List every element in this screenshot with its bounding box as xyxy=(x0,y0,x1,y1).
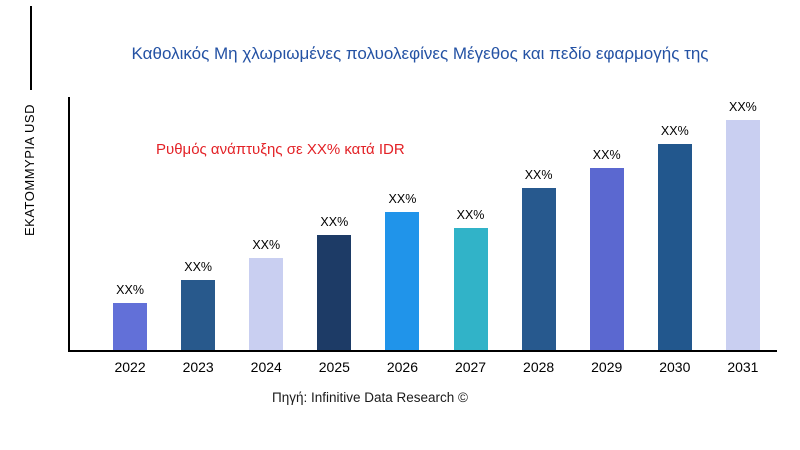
bar-2026 xyxy=(385,212,420,350)
x-tick-2029: 2029 xyxy=(591,359,623,375)
bar-value-label-2023: XX% xyxy=(184,260,213,274)
plot-area: Ρυθμός ανάπτυξης σε XX% κατά IDR XX% 2022… xyxy=(68,97,777,375)
x-tick-2023: 2023 xyxy=(182,359,214,375)
bar-2028 xyxy=(521,188,556,350)
bar-value-label-2029: XX% xyxy=(592,148,621,162)
bar-group-2031: XX% 2031 xyxy=(709,97,777,375)
bar-group-2030: XX% 2030 xyxy=(641,97,709,375)
growth-rate-annotation: Ρυθμός ανάπτυξης σε XX% κατά IDR xyxy=(156,141,405,158)
bar-value-label-2028: XX% xyxy=(524,168,553,182)
bar-2022 xyxy=(113,303,148,350)
source-text: Πηγή: Infinitive Data Research © xyxy=(271,390,469,405)
bar-group-2023: XX% 2023 xyxy=(164,97,232,375)
decorative-line xyxy=(30,6,32,90)
bar-group-2027: XX% 2027 xyxy=(436,97,504,375)
bar-group-2022: XX% 2022 xyxy=(96,97,164,375)
bar-2024 xyxy=(249,258,284,350)
x-tick-2027: 2027 xyxy=(454,359,487,375)
bar-group-2028: XX% 2028 xyxy=(505,97,573,375)
bar-2029 xyxy=(589,168,624,350)
bar-group-2024: XX% 2024 xyxy=(232,97,300,375)
bar-value-label-2030: XX% xyxy=(660,124,689,138)
x-tick-2031: 2031 xyxy=(727,359,759,375)
bar-value-label-2025: XX% xyxy=(320,215,349,229)
bars-container: XX% 2022 XX% 2023 XX% 2024 XX% 2025 XX% 2026 XX% 20… xyxy=(70,97,777,375)
x-tick-2028: 2028 xyxy=(523,359,555,375)
bar-value-label-2022: XX% xyxy=(116,283,144,297)
bar-value-label-2031: XX% xyxy=(728,100,757,114)
bar-value-label-2026: XX% xyxy=(388,192,417,206)
bar-value-label-2027: XX% xyxy=(456,208,485,222)
chart-title: Καθολικός Μη χλωριωμένες πολυολεφίνες Μέ… xyxy=(131,44,709,63)
bar-2030 xyxy=(657,144,692,350)
x-tick-2030: 2030 xyxy=(659,359,691,375)
x-tick-2025: 2025 xyxy=(318,359,350,375)
bar-2025 xyxy=(317,235,352,350)
bar-group-2025: XX% 2025 xyxy=(300,97,368,375)
bar-group-2029: XX% 2029 xyxy=(573,97,641,375)
x-tick-2022: 2022 xyxy=(114,359,146,375)
bar-group-2026: XX% 2026 xyxy=(368,97,436,375)
bar-2023 xyxy=(181,280,216,350)
y-axis-label: ΕΚΑΤΟΜΜΥΡΙΑ USD xyxy=(22,104,37,236)
bar-value-label-2024: XX% xyxy=(252,238,281,252)
x-tick-2026: 2026 xyxy=(386,359,418,375)
bar-2027 xyxy=(453,228,488,350)
x-tick-2024: 2024 xyxy=(250,359,282,375)
bar-2031 xyxy=(725,120,760,350)
